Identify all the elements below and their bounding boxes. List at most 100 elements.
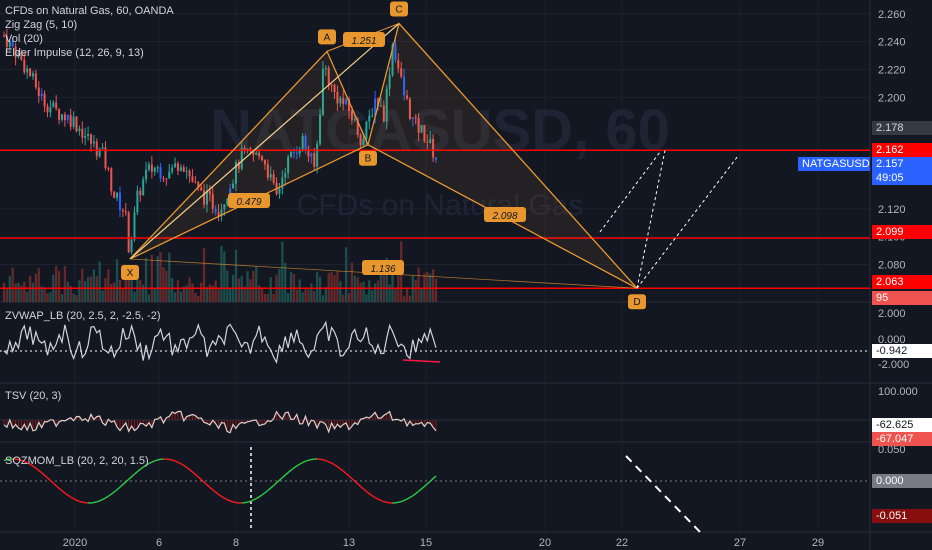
price-tick-label: 2.260: [878, 9, 906, 21]
sqzmom-segment: [374, 496, 379, 500]
sqzmom-segment: [302, 460, 306, 464]
volume-bar: [142, 284, 145, 302]
price-tick-label: 2.120: [878, 204, 906, 216]
sqzmom-segment: [250, 499, 254, 502]
candle-body: [408, 98, 411, 120]
volume-bar: [46, 293, 49, 302]
sqzmom-segment: [354, 480, 359, 485]
date-tick-label: 15: [420, 537, 432, 549]
candles[interactable]: [2, 28, 438, 255]
sqzmom-segment: [35, 467, 40, 471]
sqzmom-segment: [299, 461, 303, 465]
sqzmom-segment: [157, 458, 161, 461]
legend-vol[interactable]: Vol (20): [5, 33, 43, 45]
sqzmom-segment: [82, 501, 86, 504]
zvwap-tick-label: -2.000: [878, 359, 909, 371]
volume-bar: [249, 279, 252, 302]
volume-bar: [89, 276, 93, 302]
volume-bar: [211, 285, 214, 302]
candle-body: [339, 98, 342, 104]
candle-body: [2, 36, 6, 38]
candle-body: [243, 148, 246, 151]
volume-bar: [124, 271, 127, 302]
volume-bar: [330, 272, 333, 302]
sqzmom-segment: [360, 485, 364, 490]
candle-body: [220, 209, 223, 217]
sqzmom-segment: [418, 488, 422, 492]
sqzmom-segment: [406, 496, 411, 500]
sqzmom-segment: [99, 498, 103, 502]
volume-bar: [171, 278, 174, 302]
horizontal-lines[interactable]: [0, 149, 870, 289]
price-tick-label: 2.200: [878, 92, 906, 104]
sqzmom-segment: [128, 476, 133, 480]
sqzmom-segment: [363, 488, 367, 492]
line-price-badge-1: 2.162: [872, 143, 932, 157]
volume-bar: [31, 282, 35, 302]
candle-body: [150, 164, 153, 172]
candle-body: [365, 121, 368, 140]
candle-body: [98, 148, 101, 157]
sqzmom-segment: [409, 495, 414, 499]
legend-tsv[interactable]: TSV (20, 3): [5, 390, 62, 402]
sqzmom-segment: [215, 491, 219, 495]
candle-body: [301, 136, 304, 150]
candle-body: [165, 178, 168, 180]
line-price-badge-3: 2.063: [872, 275, 932, 289]
volume-bar: [139, 280, 142, 302]
volume-bar: [362, 281, 365, 302]
sqzmom-segment: [398, 500, 402, 504]
candle-body: [252, 151, 255, 155]
xabcd-pattern[interactable]: X A B C D 0.479 1.251 2.098 1.136: [121, 1, 739, 310]
axes: 2020 6 8 13 15 20 22 27 29 2.260 2.240 2.220 2.200 2.…: [63, 9, 918, 549]
candle-body: [290, 151, 293, 157]
sqzmom-segment: [244, 501, 248, 504]
pattern-point-label: A: [324, 32, 331, 43]
volume-bar: [17, 282, 20, 302]
sqzmom-segment: [342, 470, 347, 475]
volume-bar: [368, 280, 371, 302]
candle-body: [382, 105, 385, 122]
volume-bar: [298, 279, 301, 302]
volume-bar: [420, 288, 423, 302]
legend-zigzag[interactable]: Zig Zag (5, 10): [5, 19, 78, 31]
legend-elder[interactable]: Elder Impulse (12, 26, 9, 13): [5, 47, 144, 59]
volume-bar: [295, 289, 298, 302]
sqzmom-segment: [73, 498, 77, 501]
candle-body: [429, 139, 432, 143]
candle-body: [145, 169, 148, 180]
volume-bar: [130, 268, 133, 302]
sqzmom-segment: [151, 460, 156, 463]
sqzmom-segment: [221, 495, 225, 499]
candle-body: [371, 115, 374, 117]
volume-bar: [373, 283, 377, 302]
volume-bar: [214, 280, 217, 302]
sqzmom-segment: [426, 480, 431, 485]
sqzmom-segment: [136, 468, 141, 473]
candle-body: [55, 102, 58, 109]
legend-title[interactable]: CFDs on Natural Gas, 60, OANDA: [5, 5, 174, 17]
sqzmom-segment: [415, 490, 420, 495]
volume-bar: [342, 294, 345, 302]
legend-zvwap[interactable]: ZVWAP_LB (20, 2.5, 2, -2.5, -2): [5, 310, 161, 322]
sqzmom-segment: [383, 500, 387, 504]
pattern-ratio-label: 0.479: [236, 197, 261, 208]
legend-sqzmom[interactable]: SQZMOM_LB (20, 2, 20, 1.5): [5, 455, 149, 467]
date-tick-label: 20: [539, 537, 551, 549]
sqzmom-segment: [429, 478, 434, 482]
pattern-ratio-box: [484, 207, 526, 222]
volume-bar: [205, 286, 209, 302]
volume-bar: [110, 283, 113, 302]
volume-bar: [92, 269, 96, 302]
volume-bar: [371, 290, 374, 302]
volume-bar: [385, 258, 388, 302]
candle-body: [171, 167, 174, 172]
volume-bar: [200, 282, 203, 302]
volume-bar: [289, 271, 293, 302]
candle-body: [58, 108, 61, 120]
candle-body: [11, 40, 14, 47]
candle-body: [29, 68, 32, 77]
projection-arrow: [599, 151, 661, 233]
candle-body: [208, 190, 211, 195]
